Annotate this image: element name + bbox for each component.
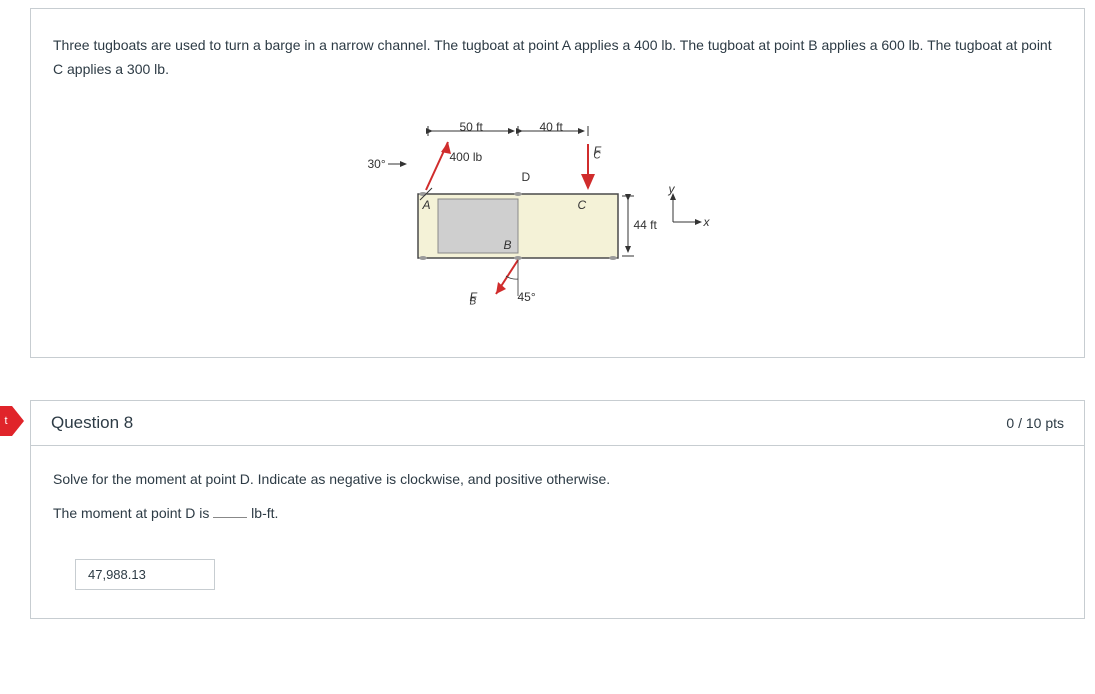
label-d: D bbox=[522, 170, 531, 184]
question-panel: Question 8 0 / 10 pts Solve for the mome… bbox=[30, 400, 1085, 619]
force-a-label: 400 lb bbox=[450, 150, 483, 164]
question-flag[interactable]: t bbox=[0, 406, 12, 436]
question-number: Question 8 bbox=[51, 413, 133, 433]
axis-y: y bbox=[669, 182, 675, 196]
question-prompt: Solve for the moment at point D. Indicat… bbox=[53, 471, 1062, 487]
angle-30: 30° bbox=[368, 157, 386, 171]
label-fb: FB bbox=[470, 290, 477, 307]
question-points: 0 / 10 pts bbox=[1006, 415, 1064, 431]
question-header: Question 8 0 / 10 pts bbox=[31, 401, 1084, 446]
fill-blank-sentence: The moment at point D is lb-ft. bbox=[53, 505, 1062, 521]
dim-40ft: 40 ft bbox=[540, 120, 563, 134]
question-body: Solve for the moment at point D. Indicat… bbox=[31, 446, 1084, 618]
problem-statement: Three tugboats are used to turn a barge … bbox=[53, 34, 1062, 82]
angle-45: 45° bbox=[518, 290, 536, 304]
dim-50ft: 50 ft bbox=[460, 120, 483, 134]
label-b: B bbox=[504, 238, 512, 252]
answer-input[interactable]: 47,988.13 bbox=[75, 559, 215, 590]
barge-diagram: 50 ft 40 ft 30° 400 lb D FC A B C 44 ft … bbox=[388, 104, 728, 334]
problem-panel: Three tugboats are used to turn a barge … bbox=[30, 8, 1085, 358]
question-flag-arrow bbox=[12, 406, 24, 436]
label-fc: FC bbox=[594, 144, 601, 161]
dim-44ft: 44 ft bbox=[634, 218, 657, 232]
axis-x: x bbox=[704, 215, 710, 229]
label-c: C bbox=[578, 198, 587, 212]
label-a: A bbox=[423, 198, 431, 212]
